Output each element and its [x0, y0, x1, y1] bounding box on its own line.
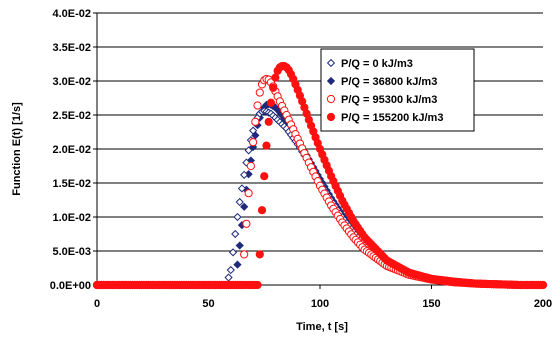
- series-3: [92, 74, 548, 290]
- x-tick-label: 150: [422, 298, 440, 310]
- y-tick-label: 1.5E-02: [52, 178, 91, 190]
- y-axis-title: Function E(t) [1/s]: [11, 102, 23, 196]
- data-point: [271, 73, 280, 82]
- data-point: [264, 117, 273, 126]
- legend-label: P/Q = 36800 kJ/m3: [341, 76, 437, 88]
- legend-item: P/Q = 155200 kJ/m3: [326, 112, 443, 124]
- legend-item: P/Q = 36800 kJ/m3: [326, 76, 437, 88]
- legend-label: P/Q = 0 kJ/m3: [341, 58, 413, 70]
- data-point: [269, 83, 278, 92]
- y-tick-label: 3.5E-02: [52, 42, 91, 54]
- x-axis-title: Time, t [s]: [296, 321, 348, 333]
- data-point: [255, 88, 264, 97]
- series-layer: [92, 61, 548, 290]
- data-point: [231, 229, 240, 239]
- data-point: [244, 146, 253, 155]
- y-tick-label: 2.5E-02: [52, 110, 91, 122]
- data-point: [248, 126, 258, 135]
- legend-box: [320, 48, 475, 132]
- data-point: [233, 260, 242, 269]
- data-point: [248, 142, 258, 152]
- y-tick-label: 0.0E+00: [50, 280, 91, 292]
- x-tick-label: 0: [94, 298, 100, 310]
- data-point: [253, 101, 262, 110]
- legend-marker: [326, 58, 336, 68]
- data-point: [249, 138, 258, 147]
- data-point: [237, 184, 247, 193]
- data-point: [233, 212, 242, 222]
- legend-marker: [326, 112, 336, 122]
- y-tick-label: 1.0E-02: [52, 212, 91, 224]
- series-2: [92, 100, 548, 290]
- y-tick-label: 3.0E-02: [52, 76, 91, 88]
- legend: P/Q = 0 kJ/m3 P/Q = 36800 kJ/m3 P/Q = 9530…: [320, 48, 475, 132]
- series-1: [92, 106, 548, 290]
- series-4: [92, 61, 548, 290]
- data-point: [262, 141, 271, 150]
- data-point: [224, 273, 233, 282]
- data-point: [235, 241, 244, 250]
- x-tick-label: 200: [534, 298, 552, 310]
- data-point: [240, 250, 249, 259]
- x-axis-ticks: 0 50 100 150 200: [94, 285, 552, 310]
- data-point: [260, 172, 269, 181]
- data-point: [228, 248, 238, 257]
- data-point: [251, 117, 260, 126]
- data-point: [240, 170, 249, 179]
- x-tick-label: 100: [311, 298, 329, 310]
- y-tick-label: 2.0E-02: [52, 144, 91, 156]
- legend-label: P/Q = 95300 kJ/m3: [341, 94, 437, 106]
- legend-marker: [326, 94, 336, 104]
- data-point: [255, 250, 264, 259]
- grid: [97, 12, 543, 252]
- data-point: [244, 189, 253, 198]
- y-tick-label: 5.0E-03: [52, 246, 91, 258]
- legend-label: P/Q = 155200 kJ/m3: [341, 112, 443, 124]
- data-point: [246, 161, 255, 171]
- data-point: [235, 197, 244, 207]
- data-point: [266, 98, 276, 107]
- data-point: [538, 280, 548, 290]
- data-point: [226, 265, 235, 275]
- data-point: [240, 202, 249, 211]
- data-point: [253, 280, 262, 290]
- legend-item: P/Q = 0 kJ/m3: [326, 58, 413, 70]
- legend-item: P/Q = 95300 kJ/m3: [326, 94, 437, 106]
- data-point: [257, 206, 267, 215]
- x-tick-label: 50: [202, 298, 214, 310]
- y-tick-label: 4.0E-02: [52, 8, 91, 20]
- data-point: [242, 219, 251, 228]
- y-axis-ticks: 0.0E+00 5.0E-03 1.0E-02 1.5E-02 2.0E-02 2.5E-…: [50, 8, 97, 292]
- legend-marker: [326, 76, 336, 86]
